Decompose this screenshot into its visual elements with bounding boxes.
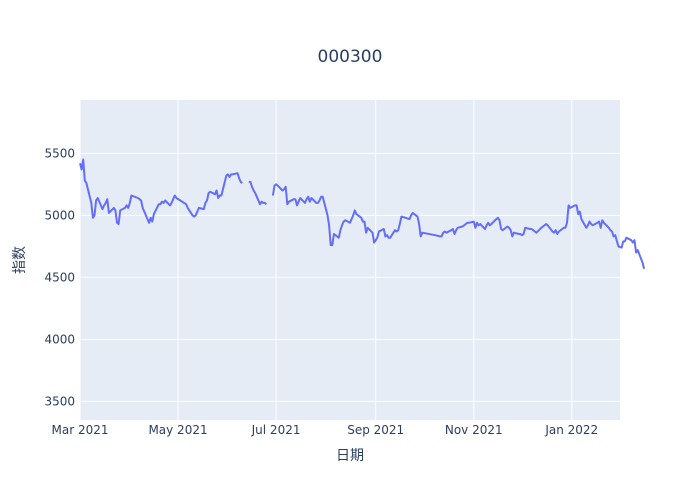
y-gridlines [80,152,620,402]
x-tick-label: Jan 2022 [544,423,598,437]
y-tick-label: 4500 [44,270,75,284]
series-line-segment [271,183,646,269]
y-tick-label: 3500 [44,394,75,408]
y-axis-title: 指数 [12,246,28,274]
x-tick-label: Jul 2021 [251,423,301,437]
series-line-segment [248,180,268,206]
x-gridlines [79,100,573,420]
chart-title: 000300 [318,47,383,67]
plot-area [80,100,620,420]
series-line [79,158,646,269]
x-tick-labels: Mar 2021 May 2021 Jul 2021 Sep 2021 Nov 2021… [52,423,599,437]
x-tick-label: Mar 2021 [52,423,109,437]
y-tick-labels: 3500 4000 4500 5000 5500 [44,146,75,408]
x-tick-label: May 2021 [148,423,207,437]
x-tick-label: Sep 2021 [347,423,404,437]
y-tick-label: 4000 [44,332,75,346]
series-line-segment [79,158,243,225]
y-tick-label: 5500 [44,146,75,160]
x-tick-label: Nov 2021 [445,423,503,437]
y-tick-label: 5000 [44,208,75,222]
x-axis-title: 日期 [336,448,364,464]
